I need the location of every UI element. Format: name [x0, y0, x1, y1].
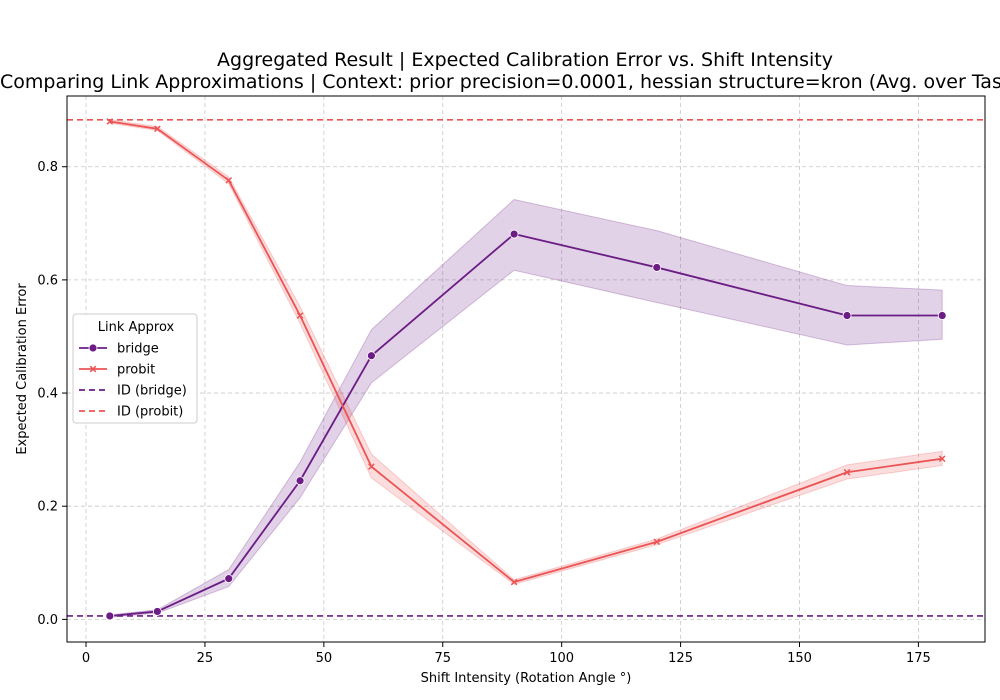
- confidence-bands: [109, 119, 943, 618]
- bridge-point: [842, 311, 852, 320]
- x-axis: 0 25 50 75 100 125 150 175: [82, 642, 931, 666]
- chart-subtitle: Comparing Link Approximations | Context:…: [0, 71, 1000, 93]
- bridge-point: [367, 351, 376, 361]
- x-tick-label: 125: [668, 651, 693, 666]
- grid: [67, 96, 985, 642]
- probit-point: [296, 312, 304, 319]
- x-tick-label: 75: [434, 651, 451, 666]
- bridge-point: [937, 311, 947, 320]
- legend-label: bridge: [117, 342, 159, 357]
- legend: Link Approx bridge probit ID (bridge) ID (p…: [72, 313, 198, 424]
- legend-marker-0: [88, 343, 98, 353]
- bridge-point: [652, 263, 662, 272]
- x-tick-label: 50: [316, 651, 333, 666]
- x-tick-label: 150: [787, 651, 812, 666]
- y-tick-label: 0.2: [37, 500, 58, 515]
- y-tick-label: 0.0: [37, 613, 58, 628]
- probit-point: [154, 125, 161, 133]
- legend-title: Link Approx: [98, 320, 175, 335]
- bridge-confidence-band: [109, 198, 943, 618]
- legend-label: ID (probit): [117, 405, 183, 420]
- y-axis: 0.0 0.2 0.4 0.6 0.8: [37, 160, 67, 628]
- probit-point: [653, 538, 661, 546]
- bridge-point: [152, 607, 162, 616]
- probit-point: [843, 468, 851, 476]
- bridge-point: [224, 574, 234, 584]
- probit-point: [368, 463, 375, 470]
- y-tick-label: 0.4: [37, 387, 58, 402]
- probit-point: [106, 118, 114, 125]
- probit-point: [510, 578, 518, 586]
- bridge-point: [105, 611, 115, 621]
- x-tick-label: 25: [197, 651, 214, 666]
- reference-lines: [67, 118, 985, 617]
- legend-box: [72, 313, 198, 424]
- y-tick-label: 0.6: [37, 273, 58, 288]
- x-axis-label: Shift Intensity (Rotation Angle °): [421, 671, 632, 686]
- series-markers: [105, 118, 947, 621]
- plot-frame: [66, 95, 986, 643]
- probit-point: [938, 455, 946, 463]
- legend-label: probit: [117, 363, 155, 378]
- probit-point: [225, 176, 233, 184]
- x-tick-label: 175: [906, 651, 931, 666]
- legend-label: ID (bridge): [117, 384, 187, 399]
- x-tick-label: 100: [549, 651, 574, 666]
- legend-marker-1: [89, 365, 97, 373]
- y-axis-label: Expected Calibration Error: [15, 283, 30, 455]
- bridge-point: [509, 229, 519, 239]
- y-tick-label: 0.8: [37, 160, 58, 175]
- bridge-point: [295, 476, 305, 486]
- probit-confidence-band: [109, 119, 943, 585]
- x-tick-label: 0: [82, 651, 90, 666]
- chart-title: Aggregated Result | Expected Calibration…: [217, 49, 833, 71]
